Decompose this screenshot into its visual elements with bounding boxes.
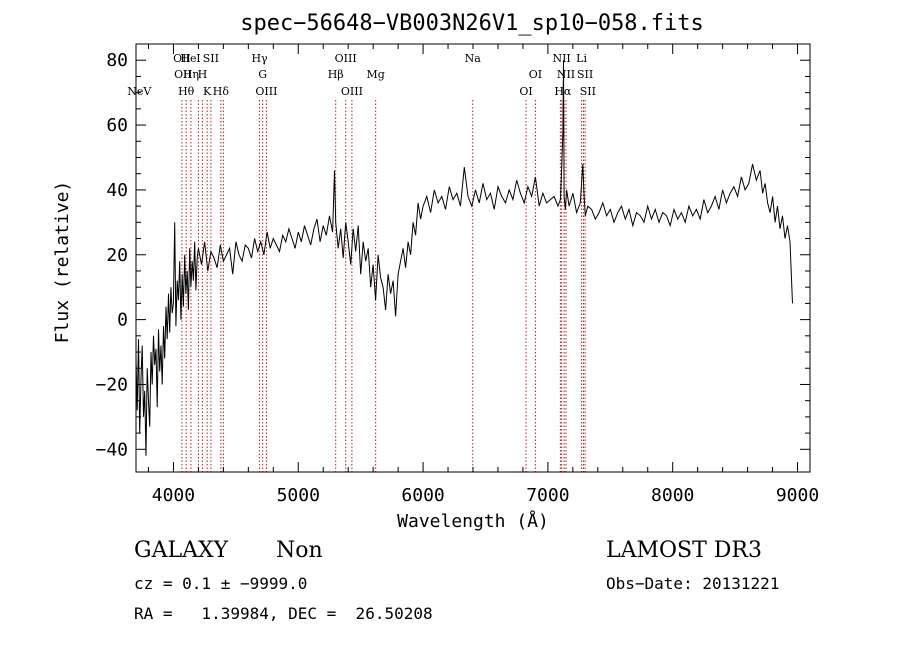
emission-line-label: He: [180, 52, 196, 65]
emission-line-label: OIII: [335, 52, 357, 65]
x-tick-label: 8000: [651, 485, 694, 506]
emission-line-label: Li: [576, 52, 587, 65]
emission-line-label: Hη: [183, 68, 199, 81]
y-tick-label: 80: [106, 50, 128, 71]
object-subclass: Non: [276, 538, 323, 563]
emission-line-markers: [181, 100, 586, 472]
x-tick-label: 6000: [401, 485, 444, 506]
x-tick-label: 5000: [277, 485, 320, 506]
emission-line-label: Mg: [366, 68, 384, 81]
spectrum-chart: spec−56648−VB003N26V1_sp10−058.fits NeV O…: [52, 11, 819, 532]
emission-line-label: OII: [173, 52, 191, 65]
emission-line-label: Na: [465, 52, 482, 65]
emission-line-label: SII: [577, 68, 593, 81]
emission-line-label: Hβ: [328, 68, 344, 81]
emission-line-label: OII: [174, 68, 192, 81]
emission-line-label: OIII: [255, 85, 277, 98]
emission-line-label: Hγ: [251, 52, 268, 65]
chart-title: spec−56648−VB003N26V1_sp10−058.fits: [240, 11, 704, 36]
x-axis-ticks: 4000 5000 6000 7000 8000 9000: [147, 44, 819, 506]
emission-line-label: SII: [203, 52, 219, 65]
object-class: GALAXY: [134, 538, 229, 563]
survey-name: LAMOST DR3: [606, 538, 762, 563]
y-tick-label: −40: [95, 439, 128, 460]
emission-line-label: H: [198, 68, 208, 81]
redshift-line: cz = 0.1 ± −9999.0: [134, 574, 308, 593]
emission-line-label: I: [196, 52, 200, 65]
x-tick-label: 7000: [526, 485, 569, 506]
y-tick-label: −20: [95, 374, 128, 395]
coordinates-line: RA = 1.39984, DEC = 26.50208: [134, 604, 433, 623]
emission-line-label: Hθ: [178, 85, 195, 98]
emission-line-label: NII: [557, 68, 575, 81]
emission-line-label: Hδ: [213, 85, 230, 98]
y-tick-label: 20: [106, 245, 128, 266]
emission-line-label: SII: [580, 85, 596, 98]
x-tick-label: 4000: [152, 485, 195, 506]
x-axis-label: Wavelength (Å): [397, 510, 549, 532]
y-axis-label: Flux (relative): [52, 181, 73, 344]
y-axis-ticks: −40 −20 0 20 40 60 80: [95, 50, 810, 460]
emission-line-label: OI: [529, 68, 542, 81]
spectrum-series: [135, 60, 793, 456]
emission-line-labels: NeV OII OII Hθ He Hη IHK SII Hδ Hγ G OIII OIII Hβ OIII…: [127, 52, 596, 98]
emission-line-label: NII: [552, 52, 570, 65]
emission-line-label: NeV: [127, 85, 152, 98]
emission-line-label: OI: [519, 85, 532, 98]
y-tick-label: 0: [117, 310, 128, 331]
y-tick-label: 60: [106, 115, 128, 136]
x-tick-label: 9000: [776, 485, 819, 506]
y-tick-label: 40: [106, 180, 128, 201]
emission-line-label: K: [203, 85, 212, 98]
obs-date: Obs−Date: 20131221: [606, 574, 780, 593]
emission-line-label: G: [258, 68, 267, 81]
emission-line-label: OIII: [341, 85, 363, 98]
